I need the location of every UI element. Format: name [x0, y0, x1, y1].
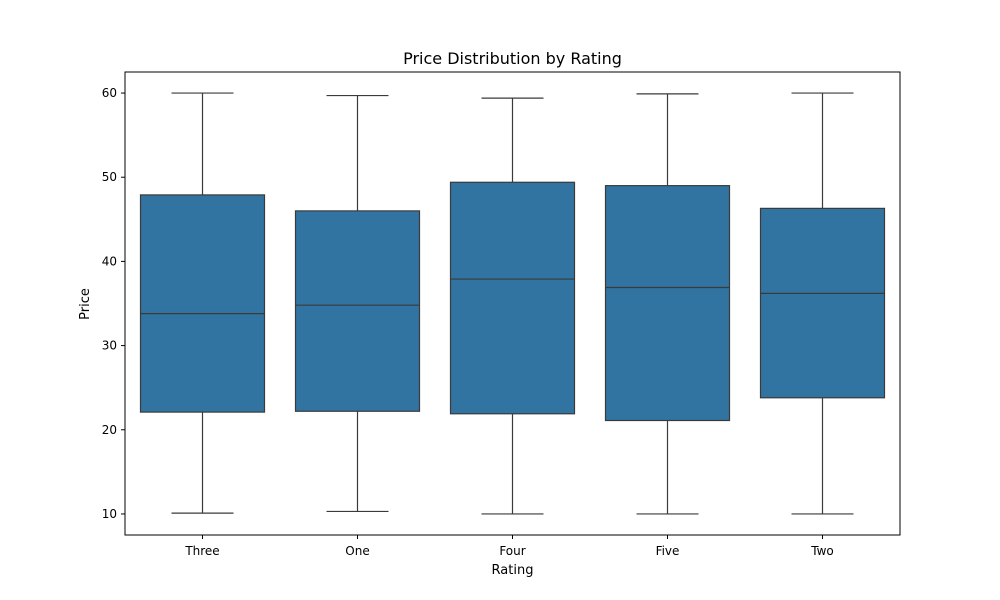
x-tick-label: Two	[810, 544, 834, 558]
plot-area	[139, 92, 886, 515]
box	[604, 185, 731, 422]
chart-title: Price Distribution by Rating	[403, 49, 622, 68]
box-group-one	[294, 94, 421, 513]
y-tick-label: 10	[102, 507, 117, 521]
y-tick-label: 40	[102, 254, 117, 268]
y-axis-label: Price	[78, 288, 93, 320]
box-group-five	[604, 93, 731, 515]
y-tick-label: 30	[102, 339, 117, 353]
box-group-three	[139, 92, 266, 514]
x-tick-label: Three	[184, 544, 219, 558]
x-tick-label: Five	[656, 544, 680, 558]
x-tick-label: Four	[499, 544, 525, 558]
box-group-two	[759, 92, 886, 515]
box	[294, 210, 421, 412]
y-tick-label: 20	[102, 423, 117, 437]
x-tick-label: One	[345, 544, 369, 558]
x-axis: Three One Four Five Two	[184, 535, 834, 558]
x-axis-label: Rating	[492, 563, 534, 578]
y-axis: 10 20 30 40 50 60	[102, 86, 125, 521]
box	[759, 207, 886, 399]
y-tick-label: 50	[102, 170, 117, 184]
box	[449, 181, 576, 415]
y-tick-label: 60	[102, 86, 117, 100]
box	[139, 194, 266, 413]
box-group-four	[449, 97, 576, 515]
